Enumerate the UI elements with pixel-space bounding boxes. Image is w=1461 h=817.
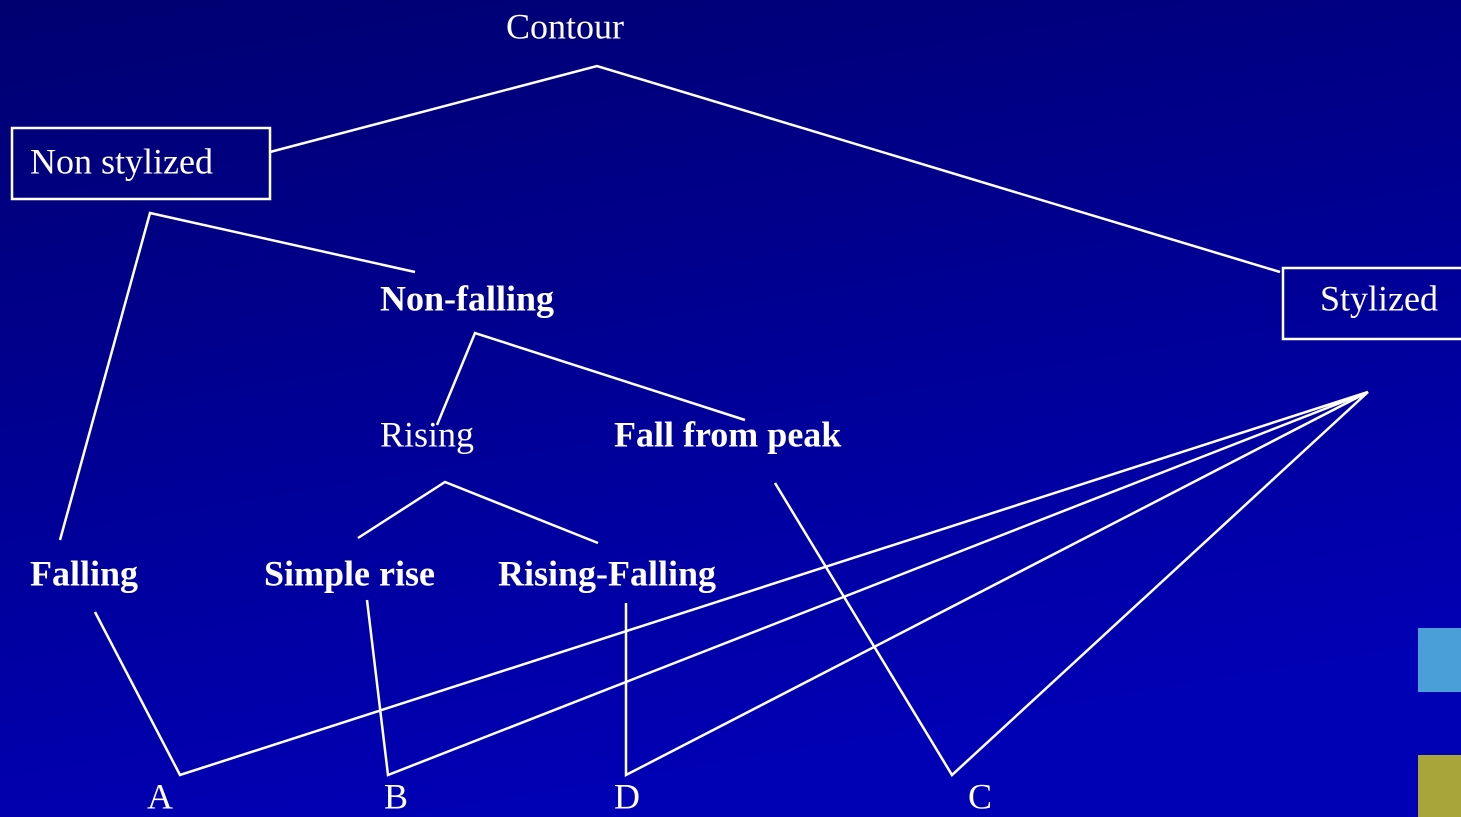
node-label: Non-falling bbox=[380, 278, 554, 318]
icon bbox=[1418, 755, 1461, 817]
edge bbox=[357, 480, 599, 545]
edge bbox=[93, 390, 1369, 777]
node-label: Rising bbox=[380, 414, 474, 454]
edge bbox=[58, 211, 416, 541]
leaf-label: A bbox=[147, 776, 173, 816]
node-label: Simple rise bbox=[264, 553, 435, 593]
node-label: Falling bbox=[30, 553, 138, 593]
leaf-label: B bbox=[384, 776, 408, 816]
node-box bbox=[10, 126, 272, 201]
node-label: Fall from peak bbox=[614, 414, 841, 454]
edge bbox=[773, 391, 1369, 777]
title: Contour bbox=[506, 6, 624, 46]
edge bbox=[365, 390, 1369, 777]
node-box bbox=[1281, 266, 1461, 341]
node-label: Non stylized bbox=[30, 141, 213, 181]
leaf-label: C bbox=[968, 776, 992, 816]
node-label: Rising-Falling bbox=[498, 553, 716, 593]
node-label: Stylized bbox=[1320, 278, 1438, 318]
edge bbox=[435, 331, 746, 426]
leaf-label: D bbox=[614, 776, 640, 816]
edge bbox=[269, 64, 1281, 274]
edge bbox=[624, 390, 1369, 778]
icon bbox=[1418, 628, 1461, 692]
